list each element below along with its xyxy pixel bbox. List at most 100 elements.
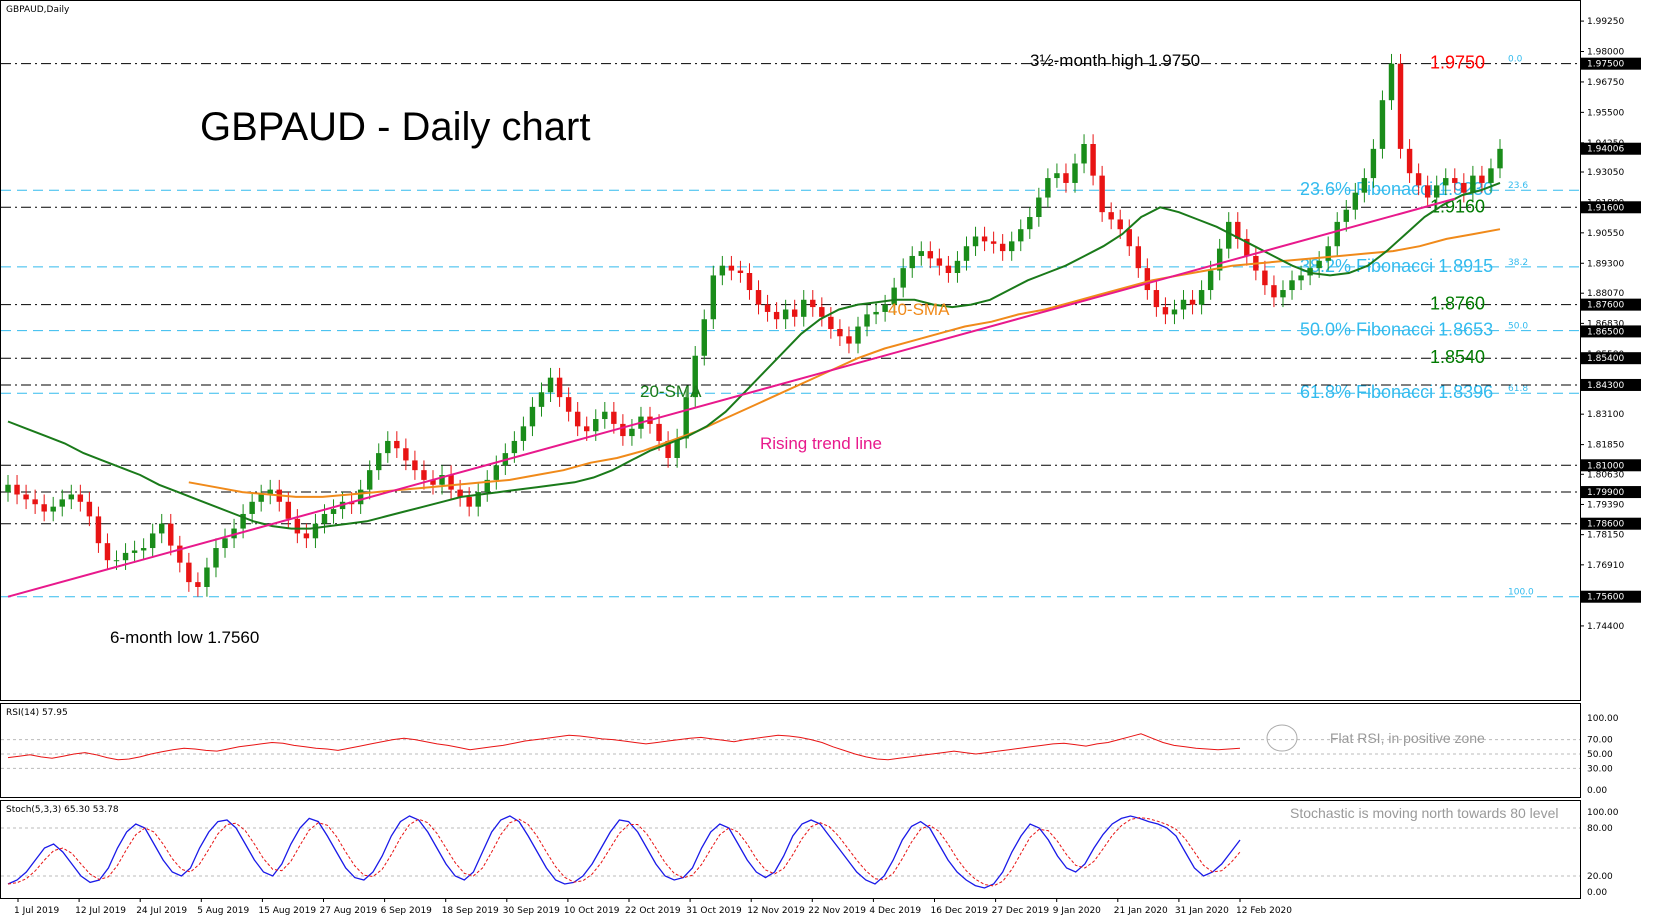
x-tick-label: 5 Aug 2019 (197, 906, 249, 916)
candle-body (1045, 178, 1051, 198)
candle-body (357, 489, 364, 505)
candle-body (737, 270, 744, 273)
candle-body (1153, 290, 1160, 308)
price-label-box (1581, 57, 1641, 70)
candle-body (1289, 280, 1295, 291)
candle-body (574, 411, 581, 427)
stoch-k-line (7, 815, 1241, 889)
rsi-highlight-circle (1266, 724, 1298, 752)
candle-body (602, 411, 608, 420)
x-tick-label: 1 Jul 2019 (14, 906, 59, 916)
candle-body (1144, 268, 1151, 291)
y-tick-label: 1.78150 (1587, 531, 1624, 541)
candle-body (1235, 221, 1241, 239)
candle-body (1433, 185, 1440, 198)
price-label: 1.94006 (1587, 145, 1624, 155)
candle-body (683, 397, 689, 439)
candle-body (1316, 260, 1322, 269)
stochastic-panel: 100.00 80.00 20.00 0.00 (1, 808, 1619, 898)
price-label-box (1581, 298, 1641, 311)
x-tick-label: 22 Nov 2019 (808, 906, 866, 916)
moving-averages (7, 181, 1501, 530)
candle-body (629, 428, 635, 437)
candle-body (1198, 290, 1205, 305)
candle-body (1343, 209, 1349, 222)
rsi-tick-label: 100.00 (1587, 714, 1619, 724)
candle-body (927, 251, 934, 259)
candle-body (701, 319, 707, 356)
candle-body (1189, 299, 1196, 305)
candle-body (873, 311, 879, 315)
stoch-tick-label: 0.00 (1587, 888, 1607, 898)
y-tick-label: 1.89300 (1587, 259, 1624, 269)
fib-level-tag: 0.0 (1508, 55, 1523, 65)
price-label: 1.97500 (1587, 60, 1624, 70)
fib-level-tag: 61.8 (1508, 384, 1528, 394)
candle-body (1497, 148, 1503, 169)
candle-body (674, 438, 680, 458)
price-label-box (1581, 201, 1641, 214)
y-tick-label: 1.83100 (1587, 410, 1624, 420)
candle-body (791, 309, 798, 317)
candle-body (321, 513, 328, 524)
candle-body (1262, 270, 1268, 286)
candle-body (376, 453, 382, 471)
candle-body (1063, 173, 1069, 183)
candle-body (285, 501, 292, 519)
candle-body (556, 377, 563, 398)
rsi-panel-frame (0, 703, 1581, 798)
candle-body (1415, 173, 1422, 186)
price-label-box (1581, 352, 1641, 365)
stoch-tick-label: 100.00 (1587, 808, 1619, 818)
x-tick-label: 15 Aug 2019 (258, 906, 316, 916)
rsi-panel: 100.00 70.00 50.00 30.00 0.00 (1, 714, 1619, 796)
candle-body (267, 489, 273, 495)
candle-body (95, 516, 102, 544)
trend-annotation: Rising trend line (760, 434, 882, 453)
candle-body (918, 251, 924, 256)
x-tick-label: 27 Dec 2019 (992, 906, 1050, 916)
candle-body (1117, 219, 1123, 230)
candle-body (68, 494, 75, 500)
candle-body (1479, 175, 1485, 183)
candle-body (1379, 100, 1386, 149)
candle-body (1488, 168, 1494, 183)
y-tick-label: 1.81850 (1587, 441, 1624, 451)
y-tick-label: 1.74400 (1587, 622, 1624, 632)
candle-body (520, 426, 527, 441)
y-tick-label: 1.99250 (1587, 17, 1624, 27)
candle-body (168, 523, 174, 546)
candle-body (782, 309, 789, 320)
candle-body (14, 484, 20, 495)
price-label: 1.87600 (1587, 301, 1624, 311)
candle-body (538, 392, 545, 407)
candle-body (1008, 241, 1015, 252)
candle-body (113, 560, 120, 562)
x-tick-label: 21 Jan 2020 (1114, 906, 1168, 916)
price-label: 1.78600 (1587, 520, 1624, 530)
y-tick-label: 1.96750 (1587, 78, 1624, 88)
candle-body (954, 260, 961, 273)
candle-body (439, 475, 445, 485)
x-tick-label: 16 Dec 2019 (931, 906, 989, 916)
y-tick-label: 1.95500 (1587, 108, 1624, 118)
x-tick-label: 6 Sep 2019 (381, 906, 433, 916)
symbol-label: GBPAUD,Daily (6, 5, 70, 15)
y-tick-label: 1.90550 (1587, 229, 1624, 239)
candle-body (1406, 148, 1413, 174)
candle-body (195, 582, 201, 587)
level-label: 1.8760 (1430, 294, 1485, 314)
sma20-line (7, 181, 1501, 530)
candle-body (466, 496, 472, 507)
candle-body (728, 265, 735, 271)
candle-body (819, 307, 825, 317)
price-label-box (1581, 325, 1641, 338)
candle-body (1424, 185, 1431, 198)
level-label: 1.8540 (1430, 347, 1485, 367)
candle-body (1036, 197, 1042, 218)
candle-body (204, 567, 210, 587)
candle-body (864, 314, 870, 327)
candle-body (755, 290, 762, 305)
rsi-line (7, 733, 1241, 761)
